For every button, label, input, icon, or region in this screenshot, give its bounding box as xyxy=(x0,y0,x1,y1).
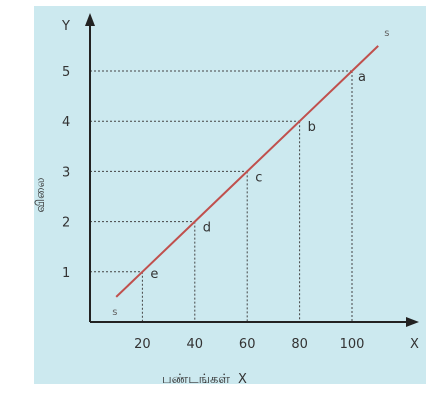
point-label-e: e xyxy=(150,267,158,282)
y-axis-arrow xyxy=(85,13,95,26)
point-label-b: b xyxy=(308,120,316,135)
series-layer xyxy=(115,45,379,298)
x-axis-title: பண்டங்கள் xyxy=(162,372,230,387)
y-tick-label: 1 xyxy=(62,266,70,281)
y-tick-label: 5 xyxy=(62,65,70,80)
y-tick-label: 4 xyxy=(62,115,70,130)
axes xyxy=(85,13,419,327)
guide-lines xyxy=(90,70,353,322)
x-axis-arrow xyxy=(406,317,419,327)
point-label-c: c xyxy=(255,170,262,185)
point-label-d: d xyxy=(203,221,211,236)
line-start-label: s xyxy=(112,307,117,318)
x-axis-end-letter: X xyxy=(410,337,419,352)
x-tick-label: 80 xyxy=(291,337,308,352)
x-tick-label: 60 xyxy=(239,337,256,352)
x-tick-label: 20 xyxy=(134,337,151,352)
x-tick-label: 100 xyxy=(340,337,365,352)
labels-layer: Y X 1 2 3 4 5 20 40 60 80 100 a b c d e s s பண்டங்கள் X விலை xyxy=(33,19,419,387)
line-end-label: s xyxy=(384,28,389,39)
y-axis-title: விலை xyxy=(33,177,47,212)
x-tick-label: 40 xyxy=(187,337,204,352)
x-axis-title-letter: X xyxy=(238,372,247,387)
series-line-0 xyxy=(115,45,379,298)
y-tick-label: 3 xyxy=(62,165,70,180)
y-axis-letter: Y xyxy=(61,19,70,34)
point-label-a: a xyxy=(358,70,366,85)
y-tick-label: 2 xyxy=(62,216,70,231)
